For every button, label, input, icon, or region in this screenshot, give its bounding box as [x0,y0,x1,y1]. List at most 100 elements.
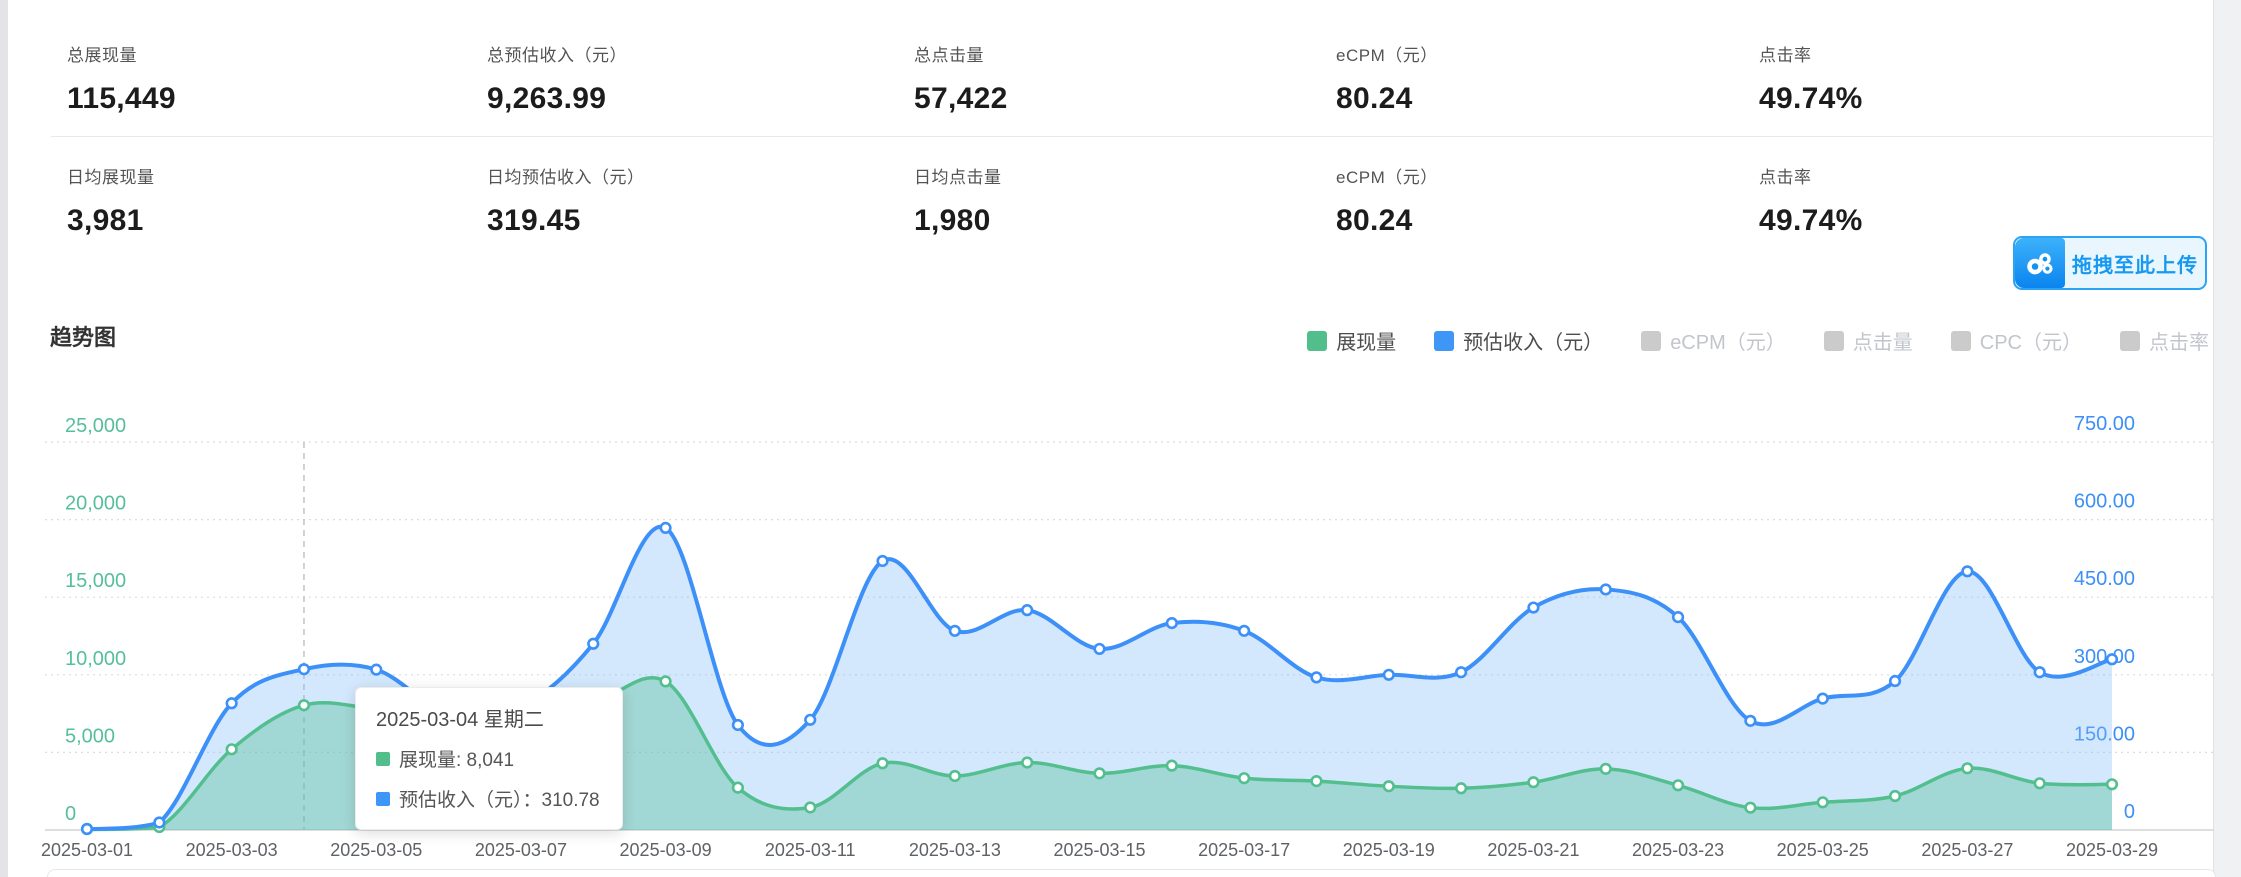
stat-value: 115,449 [67,82,176,115]
y-axis-left-tick: 5,000 [65,725,115,747]
left-edge-strip [0,0,8,877]
revenue-point [587,637,600,650]
x-axis-tick: 2025-03-05 [330,840,422,860]
stat-label: 日均展现量 [67,168,155,187]
drag-upload-label: 拖拽至此上传 [2072,254,2198,277]
stat-value: 3,981 [67,204,144,237]
impressions-point [948,769,961,783]
impressions-swatch-icon [376,751,390,766]
tooltip-row-impressions: 展现量: 8,041 [376,745,602,772]
revenue-point [731,718,744,732]
y-axis-right-tick: 0 [2124,801,2135,823]
legend-item-3[interactable]: 点击量 [1823,326,1913,355]
y-axis-right-tick: 600.00 [2074,491,2135,513]
x-axis-tick: 2025-03-19 [1343,840,1435,860]
legend-item-0[interactable]: 展现量 [1307,326,1396,355]
legend-item-1[interactable]: 预估收入（元） [1434,326,1603,355]
impressions-point [1527,776,1540,789]
stat-label: 日均点击量 [914,168,1002,187]
revenue-point [1165,616,1178,630]
stat-value: 319.45 [487,204,581,237]
x-axis-tick: 2025-03-01 [41,840,133,860]
stat-value: 80.24 [1336,82,1413,115]
next-panel-top-edge [47,869,2216,877]
trend-chart-canvas[interactable]: 0 0 5,000 150.00 10,000 300.00 15,000 450.00 20,… [0,370,2241,877]
x-axis-tick: 2025-03-11 [765,840,856,860]
revenue-point [1310,671,1323,684]
legend-label: 点击量 [1852,332,1913,354]
stat-total-4: 点击率 49.74% [1759,41,1863,116]
revenue-point [1671,611,1685,624]
revenue-point [1816,692,1829,705]
revenue-point [1382,668,1395,681]
impressions-point [1093,767,1106,780]
impressions-point [876,757,889,770]
trend-chart-title: 趋势图 [50,325,117,350]
stat-daily-2: 日均点击量 1,980 [914,163,1002,238]
tooltip-impressions-value: 展现量: 8,041 [399,750,515,771]
revenue-point [80,822,94,836]
revenue-point [1888,674,1902,688]
legend-item-4[interactable]: CPC（元） [1950,326,2082,355]
stat-total-3: eCPM（元） 80.24 [1336,41,1438,116]
stat-daily-1: 日均预估收入（元） 319.45 [487,163,645,238]
revenue-point [297,663,311,676]
revenue-point [153,816,166,829]
legend-label: 点击率 [2149,332,2209,354]
stat-label: eCPM（元） [1336,46,1438,65]
stat-value: 9,263.99 [487,82,607,115]
stat-value: 57,422 [914,82,1008,115]
impressions-point [1961,762,1974,775]
legend-item-2[interactable]: eCPM（元） [1641,326,1786,355]
legend-swatch-icon [1823,330,1844,351]
revenue-point [1744,714,1757,727]
revenue-point [370,663,383,676]
stat-total-2: 总点击量 57,422 [914,41,1008,116]
revenue-point [804,713,817,726]
impressions-point [2105,778,2119,791]
x-axis-tick: 2025-03-29 [2066,840,2158,860]
revenue-point [2105,653,2119,666]
drag-upload-button[interactable]: 拖拽至此上传 [2013,236,2207,290]
impressions-point [1888,789,1902,803]
revenue-point [2033,666,2046,679]
y-axis-left-tick: 20,000 [65,493,126,515]
x-axis-tick: 2025-03-23 [1632,840,1724,860]
x-axis-tick: 2025-03-25 [1777,840,1869,860]
y-axis-left-tick: 15,000 [65,570,126,592]
impressions-point [1310,775,1323,788]
impressions-point [1816,796,1829,809]
stat-total-0: 总展现量 115,449 [67,41,176,116]
stat-total-1: 总预估收入（元） 9,263.99 [487,41,627,116]
x-axis-tick: 2025-03-03 [186,840,278,860]
impressions-point [1238,772,1251,785]
y-axis-left-tick: 0 [65,803,76,825]
legend-item-5[interactable]: 点击率 [2120,326,2209,355]
stat-label: eCPM（元） [1336,168,1438,187]
legend-label: eCPM（元） [1670,332,1786,354]
stat-label: 点击率 [1759,46,1812,65]
revenue-point [948,624,961,637]
tooltip-row-revenue: 预估收入（元）：310.78 [376,785,602,812]
chart-tooltip: 2025-03-04 星期二 展现量: 8,041 预估收入（元）：310.78 [355,687,623,830]
revenue-point [225,697,238,710]
legend-swatch-icon [1950,330,1971,351]
stat-label: 点击率 [1759,168,1812,187]
y-axis-left-tick: 10,000 [65,648,126,670]
impressions-point [1455,782,1468,795]
stat-label: 总展现量 [67,46,137,65]
revenue-point [659,521,672,534]
legend-swatch-icon [1307,330,1328,351]
stat-value: 1,980 [914,204,991,237]
tooltip-revenue-value: 预估收入（元）：310.78 [399,790,600,811]
revenue-point [1599,583,1612,596]
impressions-point [804,801,817,814]
impressions-point [1744,801,1757,814]
x-axis-tick: 2025-03-07 [475,840,567,860]
y-axis-left-tick: 25,000 [65,415,126,437]
scrollbar-track[interactable] [2213,0,2241,877]
x-axis-tick: 2025-03-27 [1921,840,2013,860]
stats-divider [51,136,2214,137]
impressions-point [659,675,672,688]
